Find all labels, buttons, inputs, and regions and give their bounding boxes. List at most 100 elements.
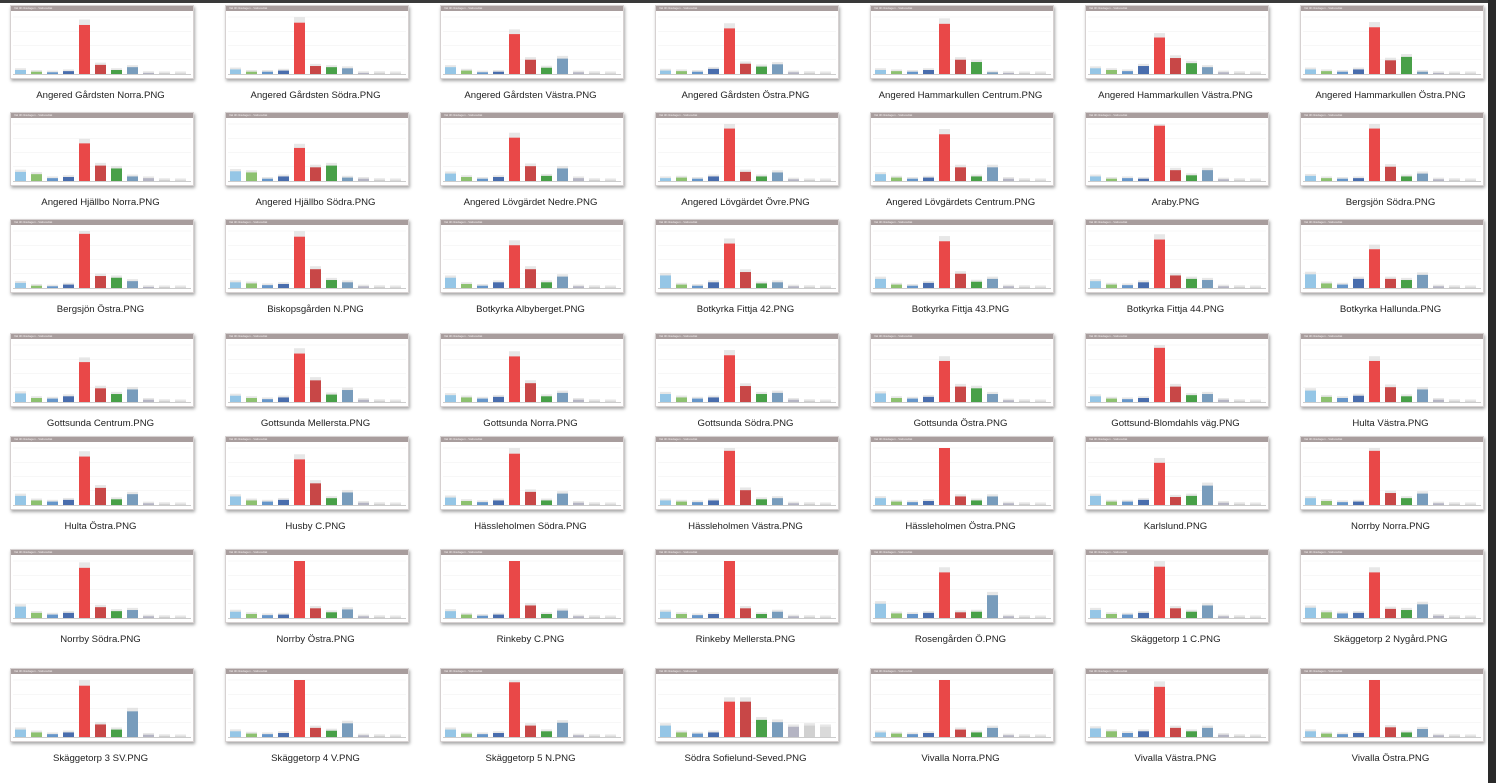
file-item[interactable]: Val till riksdagen - Valresultat Angered … [0, 112, 209, 223]
file-item[interactable]: Val till riksdagen - Valresultat Gottsund… [854, 333, 1069, 444]
file-name[interactable]: Angered Hjällbo Södra.PNG [255, 197, 376, 208]
file-item[interactable]: Val till riksdagen - Valresultat Norrby S… [0, 549, 209, 660]
file-name[interactable]: Vivalla Västra.PNG [1134, 753, 1217, 764]
file-item[interactable]: Val till riksdagen - Valresultat Botkyrka… [424, 219, 639, 330]
file-name[interactable]: Gottsunda Södra.PNG [697, 418, 794, 429]
file-item[interactable]: Val till riksdagen - Valresultat Gottsund… [639, 333, 854, 444]
file-name[interactable]: Hässleholmen Västra.PNG [688, 521, 803, 532]
file-name[interactable]: Skäggetorp 2 Nygård.PNG [1333, 634, 1448, 645]
file-item[interactable]: Val till riksdagen - Valresultat Skäggeto… [1069, 549, 1284, 660]
file-item[interactable]: Val till riksdagen - Valresultat Skäggeto… [0, 668, 209, 779]
file-name[interactable]: Angered Gårdsten Västra.PNG [464, 90, 597, 101]
file-name[interactable]: Botkyrka Fittja 43.PNG [911, 304, 1010, 315]
file-item[interactable]: Val till riksdagen - Valresultat Angered … [1284, 5, 1496, 116]
file-item[interactable]: Val till riksdagen - Valresultat Angered … [0, 5, 209, 116]
file-item[interactable]: Val till riksdagen - Valresultat Angered … [639, 5, 854, 116]
file-name[interactable]: Gottsunda Norra.PNG [483, 418, 578, 429]
file-name[interactable]: Hulta Östra.PNG [64, 521, 137, 532]
file-name[interactable]: Biskopsgården N.PNG [267, 304, 364, 315]
file-name[interactable]: Skäggetorp 4 V.PNG [271, 753, 360, 764]
file-name[interactable]: Angered Gårdsten Norra.PNG [36, 90, 165, 101]
file-item[interactable]: Val till riksdagen - Valresultat Husby C.… [209, 436, 424, 547]
file-name[interactable]: Södra Sofielund-Seved.PNG [684, 753, 807, 764]
file-item[interactable]: Val till riksdagen - Valresultat Norrby N… [1284, 436, 1496, 547]
file-name[interactable]: Angered Hammarkullen Östra.PNG [1315, 90, 1466, 101]
file-name[interactable]: Botkyrka Fittja 42.PNG [696, 304, 795, 315]
file-item[interactable]: Val till riksdagen - Valresultat Vivalla … [1284, 668, 1496, 779]
file-item[interactable]: Val till riksdagen - Valresultat Skäggeto… [1284, 549, 1496, 660]
file-name[interactable]: Angered Lövgärdet Övre.PNG [681, 197, 810, 208]
file-item[interactable]: Val till riksdagen - Valresultat Vivalla … [854, 668, 1069, 779]
file-name[interactable]: Hulta Västra.PNG [1352, 418, 1429, 429]
file-item[interactable]: Val till riksdagen - Valresultat Hulta Vä… [1284, 333, 1496, 444]
file-item[interactable]: Val till riksdagen - Valresultat Vivalla … [1069, 668, 1284, 779]
file-item[interactable]: Val till riksdagen - Valresultat Rinkeby … [639, 549, 854, 660]
file-name[interactable]: Norrby Östra.PNG [276, 634, 355, 645]
file-item[interactable]: Val till riksdagen - Valresultat Angered … [209, 112, 424, 223]
scrollbar-track[interactable] [1488, 0, 1496, 783]
file-item[interactable]: Val till riksdagen - Valresultat Hässleho… [424, 436, 639, 547]
file-item[interactable]: Val till riksdagen - Valresultat Angered … [639, 112, 854, 223]
file-name[interactable]: Norrby Norra.PNG [1351, 521, 1430, 532]
file-name[interactable]: Karlslund.PNG [1143, 521, 1208, 532]
file-item[interactable]: Val till riksdagen - Valresultat Skäggeto… [209, 668, 424, 779]
file-item[interactable]: Val till riksdagen - Valresultat Angered … [209, 5, 424, 116]
file-item[interactable]: Val till riksdagen - Valresultat Skäggeto… [424, 668, 639, 779]
file-name[interactable]: Husby C.PNG [285, 521, 346, 532]
file-name[interactable]: Angered Hjällbo Norra.PNG [41, 197, 160, 208]
file-name[interactable]: Botkyrka Albyberget.PNG [476, 304, 585, 315]
file-name[interactable]: Bergsjön Södra.PNG [1345, 197, 1436, 208]
file-item[interactable]: Val till riksdagen - Valresultat Bergsjön… [1284, 112, 1496, 223]
file-name[interactable]: Botkyrka Fittja 44.PNG [1126, 304, 1225, 315]
file-item[interactable]: Val till riksdagen - Valresultat Gottsund… [1069, 333, 1284, 444]
file-name[interactable]: Skäggetorp 3 SV.PNG [52, 753, 149, 764]
file-name[interactable]: Hässleholmen Östra.PNG [905, 521, 1016, 532]
file-name[interactable]: Angered Lövgärdet Nedre.PNG [463, 197, 598, 208]
file-name[interactable]: Skäggetorp 5 N.PNG [485, 753, 576, 764]
file-item[interactable]: Val till riksdagen - Valresultat Hässleho… [854, 436, 1069, 547]
file-item[interactable]: Val till riksdagen - Valresultat Södra So… [639, 668, 854, 779]
file-item[interactable]: Val till riksdagen - Valresultat Rinkeby … [424, 549, 639, 660]
file-name[interactable]: Skäggetorp 1 C.PNG [1130, 634, 1221, 645]
file-name[interactable]: Vivalla Östra.PNG [1351, 753, 1430, 764]
file-name[interactable]: Hässleholmen Södra.PNG [474, 521, 587, 532]
file-item[interactable]: Val till riksdagen - Valresultat Hässleho… [639, 436, 854, 547]
file-item[interactable]: Val till riksdagen - Valresultat Karlslun… [1069, 436, 1284, 547]
file-name[interactable]: Gottsund-Blomdahls väg.PNG [1111, 418, 1240, 429]
file-item[interactable]: Val till riksdagen - Valresultat Bergsjön… [0, 219, 209, 330]
file-name[interactable]: Araby.PNG [1151, 197, 1200, 208]
file-item[interactable]: Val till riksdagen - Valresultat Angered … [1069, 5, 1284, 116]
file-item[interactable]: Val till riksdagen - Valresultat Botkyrka… [1284, 219, 1496, 330]
file-item[interactable]: Val till riksdagen - Valresultat Botkyrka… [639, 219, 854, 330]
file-item[interactable]: Val till riksdagen - Valresultat Gottsund… [209, 333, 424, 444]
file-name[interactable]: Angered Hammarkullen Centrum.PNG [878, 90, 1043, 101]
file-name[interactable]: Angered Lövgärdets Centrum.PNG [885, 197, 1036, 208]
file-name[interactable]: Gottsunda Centrum.PNG [46, 418, 155, 429]
file-item[interactable]: Val till riksdagen - Valresultat Angered … [424, 5, 639, 116]
file-item[interactable]: Val till riksdagen - Valresultat Angered … [854, 5, 1069, 116]
file-name[interactable]: Bergsjön Östra.PNG [56, 304, 145, 315]
file-item[interactable]: Val till riksdagen - Valresultat Botkyrka… [854, 219, 1069, 330]
file-item[interactable]: Val till riksdagen - Valresultat Angered … [424, 112, 639, 223]
file-item[interactable]: Val till riksdagen - Valresultat Rosengår… [854, 549, 1069, 660]
file-item[interactable]: Val till riksdagen - Valresultat Norrby Ö… [209, 549, 424, 660]
file-name[interactable]: Vivalla Norra.PNG [921, 753, 1000, 764]
file-name[interactable]: Rinkeby Mellersta.PNG [695, 634, 796, 645]
file-name[interactable]: Angered Hammarkullen Västra.PNG [1098, 90, 1253, 101]
file-name[interactable]: Norrby Södra.PNG [60, 634, 141, 645]
file-item[interactable]: Val till riksdagen - Valresultat Hulta Ös… [0, 436, 209, 547]
file-name[interactable]: Botkyrka Hallunda.PNG [1339, 304, 1442, 315]
file-item[interactable]: Val till riksdagen - Valresultat Gottsund… [0, 333, 209, 444]
thumbnail-bar [262, 285, 273, 288]
file-name[interactable]: Angered Gårdsten Södra.PNG [250, 90, 381, 101]
file-name[interactable]: Rosengården Ö.PNG [914, 634, 1007, 645]
file-name[interactable]: Gottsunda Mellersta.PNG [260, 418, 371, 429]
file-name[interactable]: Gottsunda Östra.PNG [913, 418, 1008, 429]
file-item[interactable]: Val till riksdagen - Valresultat Biskopsg… [209, 219, 424, 330]
file-item[interactable]: Val till riksdagen - Valresultat Gottsund… [424, 333, 639, 444]
file-item[interactable]: Val till riksdagen - Valresultat Botkyrka… [1069, 219, 1284, 330]
file-name[interactable]: Angered Gårdsten Östra.PNG [681, 90, 810, 101]
file-item[interactable]: Val till riksdagen - Valresultat Araby.PN… [1069, 112, 1284, 223]
file-name[interactable]: Rinkeby C.PNG [496, 634, 565, 645]
file-item[interactable]: Val till riksdagen - Valresultat Angered … [854, 112, 1069, 223]
